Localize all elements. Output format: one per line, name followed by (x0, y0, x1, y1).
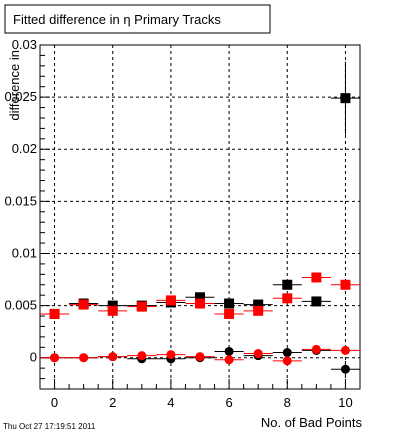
square-marker (282, 279, 293, 290)
circle-marker (108, 352, 118, 362)
circle-marker (311, 344, 321, 354)
circle-marker (340, 345, 350, 355)
x-tick-label: 10 (338, 395, 352, 410)
x-axis-title: No. of Bad Points (261, 415, 363, 430)
y-axis-title: difference in (7, 50, 22, 121)
square-marker (224, 308, 235, 319)
circle-marker (79, 353, 89, 363)
square-marker (195, 292, 205, 303)
circle-marker (166, 350, 176, 360)
y-tick-label: 0.025 (4, 89, 37, 104)
square-marker (340, 279, 351, 290)
circle-marker (137, 351, 147, 361)
y-tick-label: 0.015 (4, 193, 37, 208)
square-marker (165, 295, 176, 306)
y-tick-label: 0 (30, 350, 37, 365)
square-marker (311, 296, 322, 307)
footer-timestamp: Thu Oct 27 17:19:51 2011 (3, 422, 96, 431)
x-tick-label: 2 (109, 395, 116, 410)
circle-marker (253, 349, 263, 359)
data-marks (40, 61, 360, 378)
square-marker (107, 305, 118, 316)
circle-marker (224, 355, 234, 365)
square-marker (136, 301, 147, 312)
y-tick-label: 0.02 (12, 141, 37, 156)
circle-marker (195, 352, 205, 362)
circle-marker (282, 348, 292, 358)
square-marker (195, 298, 205, 309)
square-marker (78, 299, 89, 310)
title-frame (4, 4, 271, 34)
y-tick-label: 0.03 (12, 37, 37, 52)
circle-marker (50, 353, 60, 363)
square-marker (253, 299, 264, 310)
square-marker (340, 93, 351, 104)
x-tick-label: 8 (284, 395, 291, 410)
square-marker (224, 298, 235, 309)
chart-title: Fitted difference in η Primary Tracks (13, 12, 221, 27)
square-marker (282, 293, 293, 304)
x-tick-label: 4 (167, 395, 174, 410)
grid (40, 45, 360, 389)
circle-marker (224, 346, 234, 356)
square-marker (311, 272, 322, 283)
axis-ticks (40, 44, 346, 389)
y-tick-label: 0.01 (12, 245, 37, 260)
circle-marker (282, 356, 292, 366)
y-tick-label: 0.005 (4, 298, 37, 313)
circle-marker (340, 364, 350, 374)
plot-frame (39, 44, 361, 390)
square-marker (107, 300, 118, 311)
x-tick-label: 6 (225, 395, 232, 410)
square-marker (253, 305, 264, 316)
title-box: Fitted difference in η Primary Tracks (4, 4, 271, 34)
square-marker (49, 308, 60, 319)
x-tick-label: 0 (51, 395, 58, 410)
tick-labels: 0 2 4 6 8 10 0 0.005 0.01 0.015 0.02 0.025 0.03 (4, 37, 352, 410)
